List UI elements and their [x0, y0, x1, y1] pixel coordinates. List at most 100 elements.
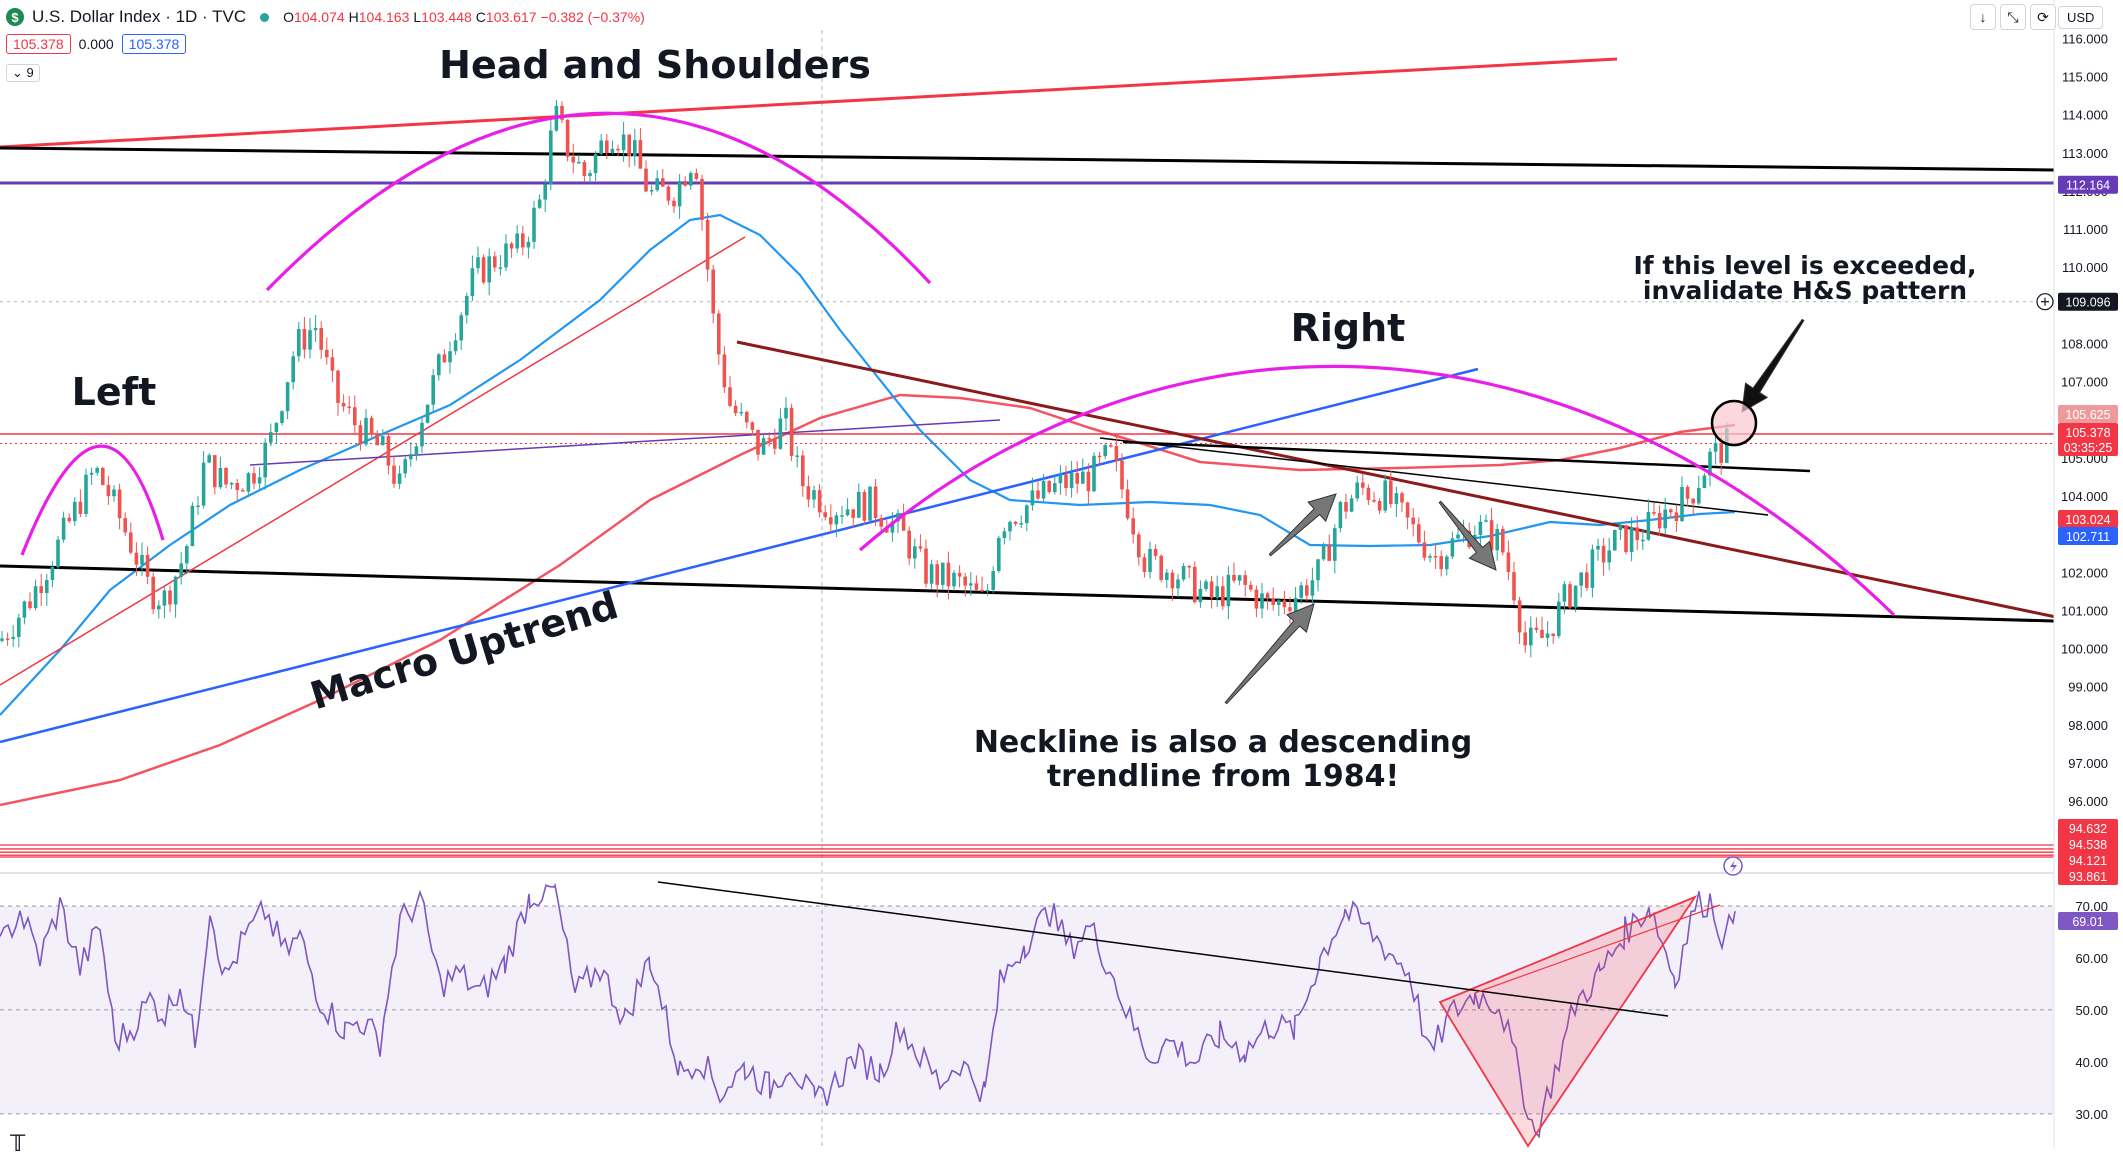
symbol-title[interactable]: U.S. Dollar Index · 1D · TVC — [32, 7, 247, 26]
purple-thin-trendline — [249, 419, 1001, 466]
candle-body — [330, 357, 335, 371]
head-and-shoulders-label: Head and Shoulders — [439, 43, 871, 87]
candle-body — [1652, 512, 1656, 514]
candle-body — [17, 617, 21, 637]
rsi-tick-label: 70.00 — [2075, 899, 2108, 914]
candle-body — [386, 436, 391, 466]
price-label: 03:35:25 — [2064, 441, 2113, 455]
candle-body — [1456, 534, 1460, 539]
candle-body — [498, 267, 503, 269]
candle-body — [1691, 498, 1695, 504]
candle-body — [817, 490, 822, 513]
price-tick-label: 98.000 — [2068, 718, 2108, 733]
candle-body — [1405, 502, 1410, 518]
candle-body — [851, 509, 855, 518]
candle-body — [1305, 585, 1309, 596]
price-axis[interactable]: 116.000115.000114.000113.000112.000111.0… — [1723, 0, 2123, 1149]
currency-selector[interactable]: USD — [2058, 5, 2104, 29]
price-label-bg — [2058, 405, 2118, 423]
candle-body — [1058, 474, 1063, 484]
candle-body — [1725, 428, 1729, 463]
candle-body — [593, 153, 598, 174]
candle-body — [1422, 542, 1427, 558]
candle-body — [39, 586, 43, 594]
candle-body — [1092, 455, 1096, 492]
candle-body — [778, 418, 783, 449]
candle-body — [907, 530, 911, 559]
candle-body — [1103, 445, 1107, 457]
rsi-inner-line — [1474, 904, 1721, 994]
candle-body — [868, 486, 872, 521]
candle-body — [1109, 445, 1113, 447]
candle-body — [862, 492, 867, 521]
candle-body — [1025, 505, 1029, 524]
price-tick-label: 115.000 — [2062, 70, 2108, 85]
candle-body — [280, 411, 284, 424]
candle-body — [1114, 446, 1119, 461]
candle-body — [901, 513, 906, 531]
candle-body — [1271, 598, 1275, 605]
candle-body — [0, 638, 4, 641]
candle-body — [319, 328, 323, 350]
candle-body — [1265, 593, 1270, 599]
candle-body — [157, 605, 161, 610]
rsi-line — [0, 882, 1736, 1139]
candle-body — [1019, 523, 1023, 525]
candle-body — [1036, 490, 1040, 499]
candle-body — [313, 328, 318, 331]
ohlc-open: O104.074 — [283, 9, 345, 25]
candle-body — [481, 257, 486, 283]
price-tick-label: 108.000 — [2061, 336, 2108, 351]
candle-body — [151, 576, 155, 610]
candle-body — [341, 402, 346, 407]
sell-price-button[interactable]: 105.378 — [6, 34, 71, 54]
candle-body — [1417, 524, 1421, 543]
candle-body — [571, 156, 575, 163]
candle-body — [229, 482, 234, 485]
indicators-toggle[interactable]: ⌄ 9 — [6, 64, 40, 82]
candle-body — [1086, 471, 1091, 492]
candle-body — [369, 417, 374, 435]
arrow-down-icon[interactable]: ↓ — [1970, 4, 1996, 30]
candle-body — [694, 173, 699, 179]
price-label: 94.121 — [2069, 854, 2107, 868]
candle-body — [207, 455, 211, 463]
candle-body — [1433, 556, 1438, 558]
candle-body — [1366, 487, 1371, 501]
candle-body — [1517, 600, 1522, 633]
candle-body — [1041, 480, 1046, 499]
restore-icon[interactable]: ⟳ — [2030, 4, 2056, 30]
candle-body — [1618, 525, 1623, 530]
candle-body — [616, 148, 620, 151]
candle-body — [969, 583, 973, 586]
candle-body — [997, 537, 1001, 572]
candle-body — [5, 638, 10, 640]
symbol-header[interactable]: $ U.S. Dollar Index · 1D · TVC O104.074 … — [6, 4, 645, 30]
candle-body — [644, 168, 648, 192]
candle-body — [549, 130, 553, 185]
rsi-trendline — [657, 881, 1669, 1017]
candle-body — [1568, 584, 1572, 608]
candle-body — [784, 407, 788, 419]
candle-body — [1489, 520, 1494, 551]
candle-body — [448, 351, 452, 363]
invalidation-circle — [1710, 399, 1758, 447]
candle-body — [459, 315, 463, 341]
chart-toolbar: ↓ ⤡ ⟳ — [1970, 4, 2056, 30]
candle-body — [1400, 493, 1404, 503]
candle-body — [717, 313, 721, 355]
collapse-icon[interactable]: ⤡ — [2000, 4, 2026, 30]
currency-toolbar: USD — [2058, 4, 2104, 30]
up-arrow-icon — [1268, 493, 1337, 557]
candle-body — [565, 119, 570, 157]
red-upper-trendline — [0, 57, 1618, 149]
candle-body — [1641, 539, 1645, 542]
candle-body — [1445, 556, 1449, 570]
candle-body — [1484, 520, 1488, 522]
buy-price-button[interactable]: 105.378 — [121, 34, 187, 54]
candle-body — [1232, 574, 1236, 581]
candle-body — [1596, 545, 1600, 550]
candle-body — [1657, 513, 1662, 529]
candle-body — [470, 268, 475, 296]
